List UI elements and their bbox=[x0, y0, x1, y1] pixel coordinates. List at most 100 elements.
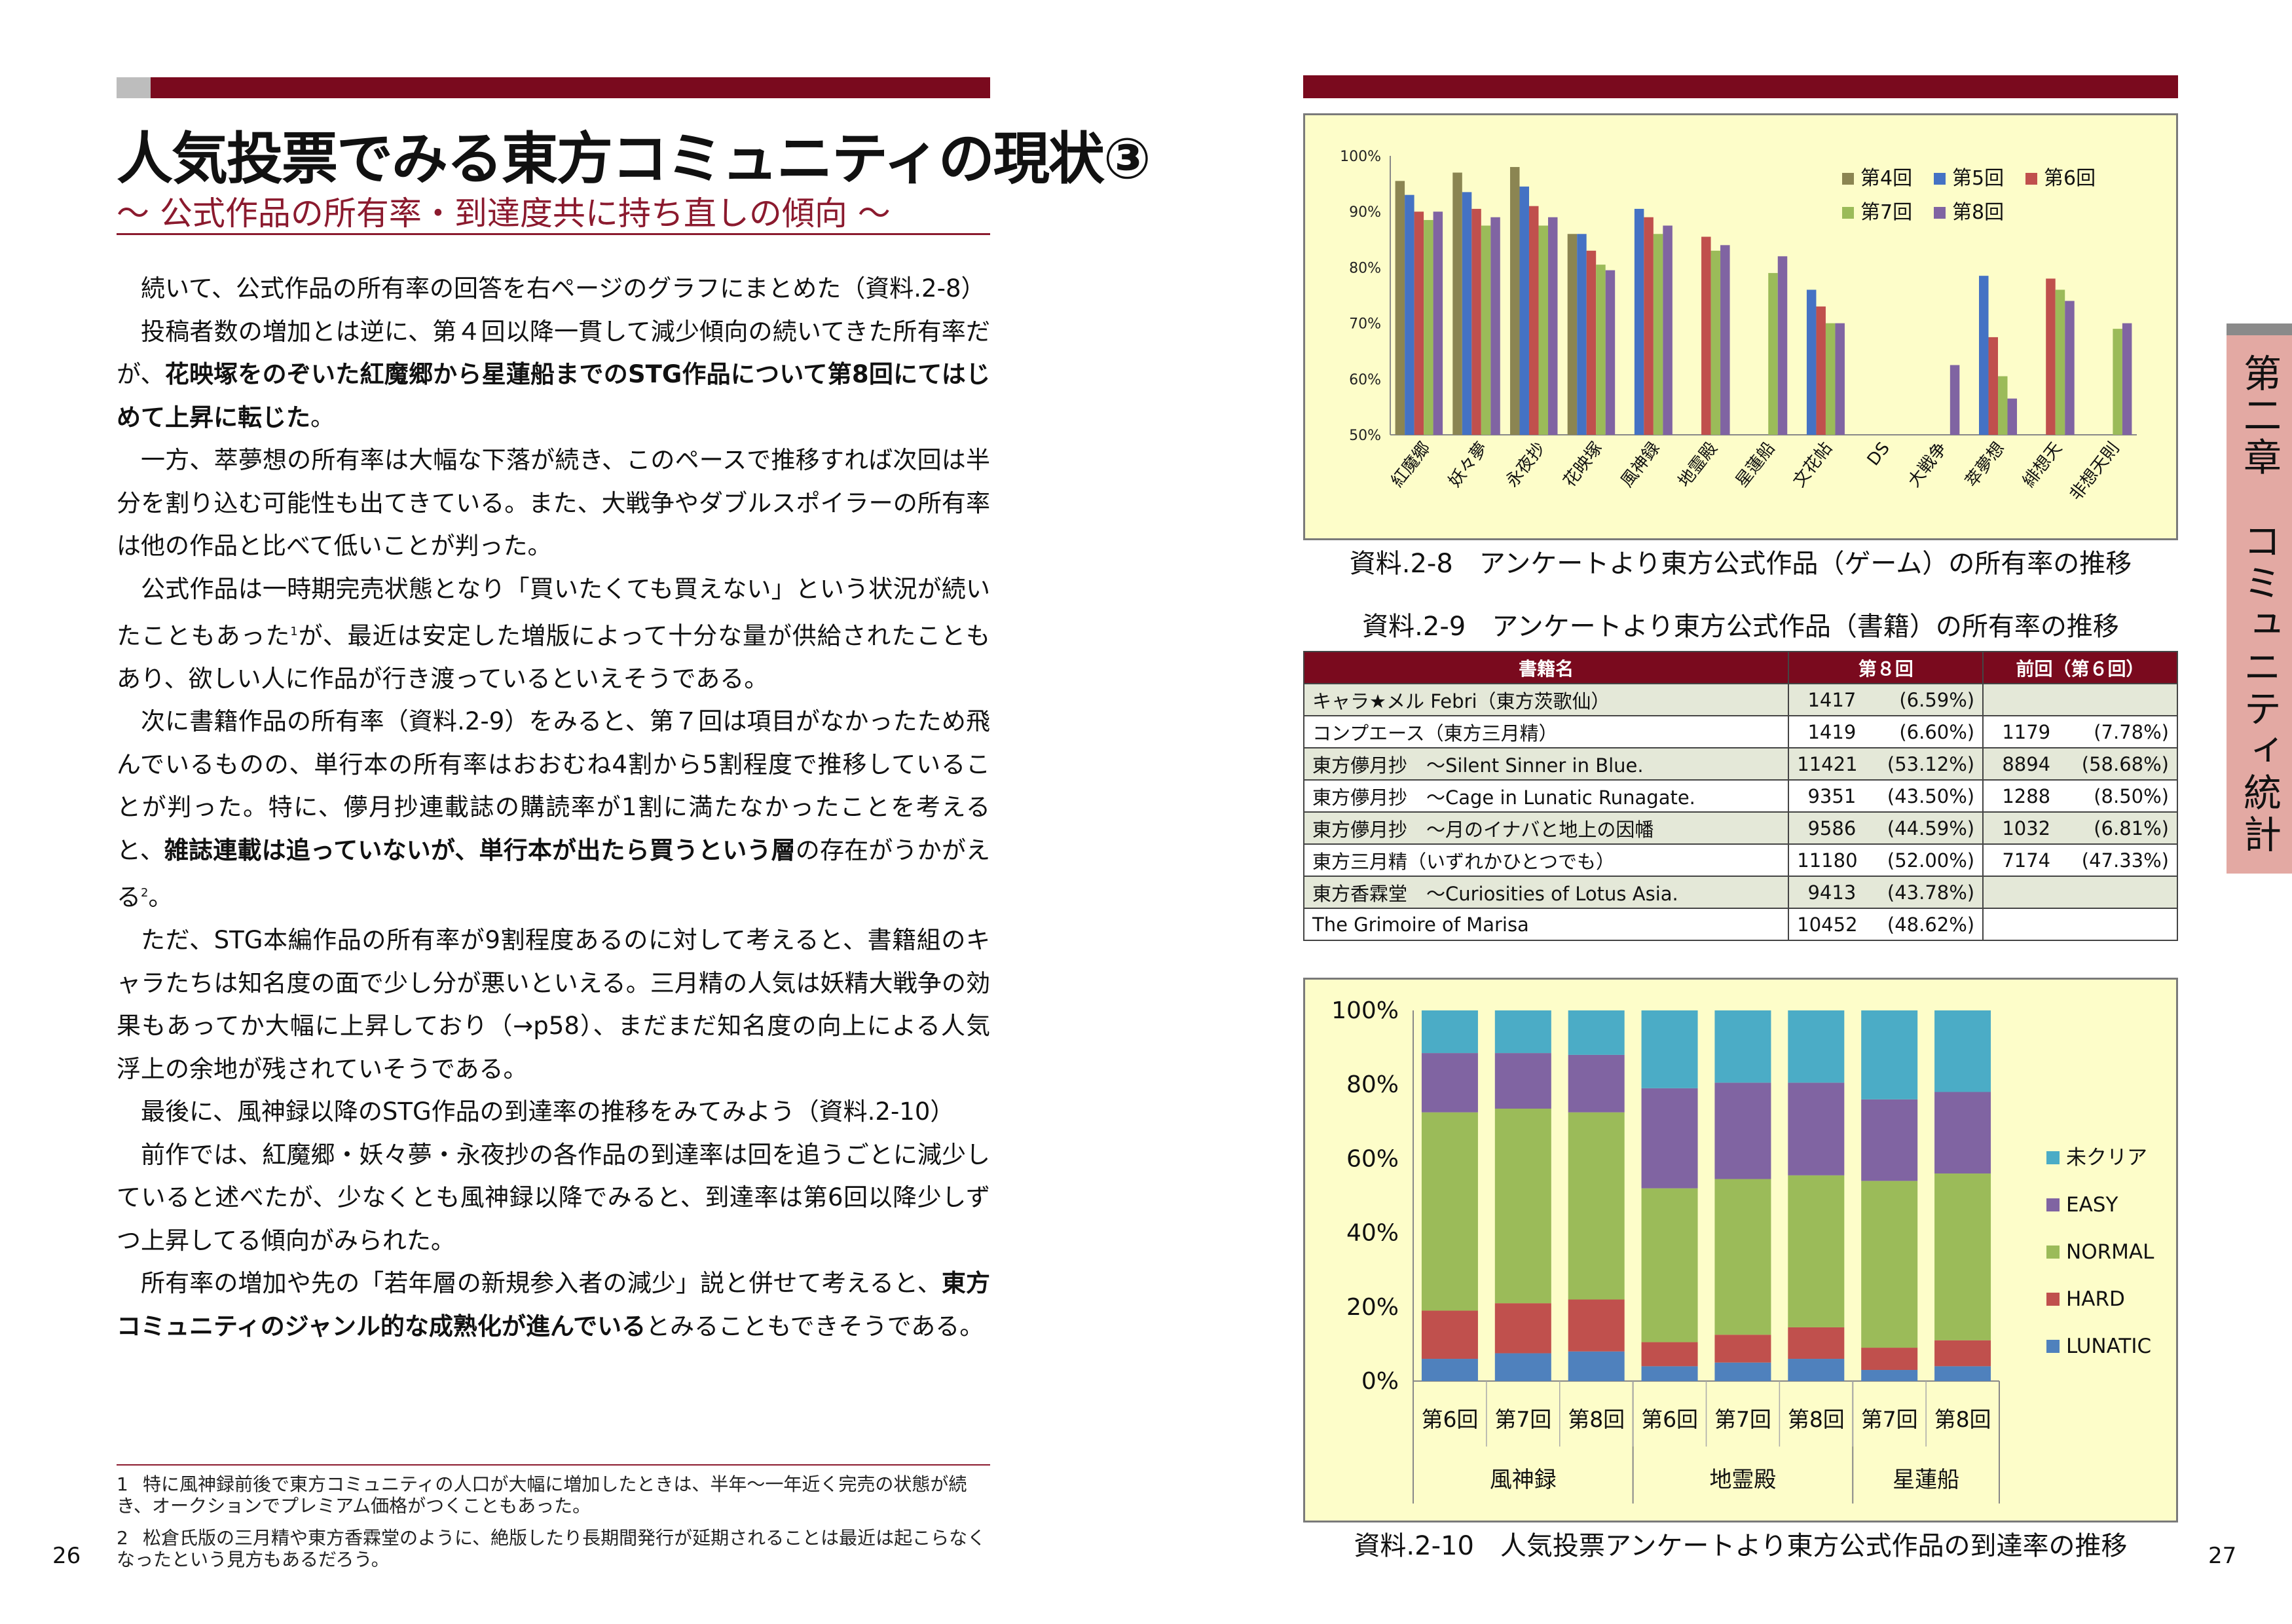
legend-label: 第4回 bbox=[1860, 167, 1912, 190]
stack-segment bbox=[1641, 1010, 1698, 1088]
x-tick-label: 地霊殿 bbox=[1674, 439, 1722, 491]
y-tick-label: 0% bbox=[1361, 1368, 1399, 1395]
table-row: 東方儚月抄 ～Cage in Lunatic Runagate. 9351 (43.… bbox=[1303, 779, 2178, 813]
y-tick-label: 100% bbox=[1331, 997, 1399, 1024]
footnote-divider bbox=[117, 1464, 990, 1466]
bar bbox=[1653, 234, 1663, 435]
stack-segment bbox=[1788, 1010, 1845, 1083]
x-tick-label: 妖々夢 bbox=[1445, 439, 1492, 491]
footnote-ref: 2 bbox=[141, 886, 149, 900]
percent-value: (58.68%) bbox=[2081, 752, 2169, 775]
stack-segment bbox=[1421, 1310, 1478, 1359]
legend-swatch bbox=[2046, 1198, 2060, 1211]
body-paragraph: 次に書籍作品の所有率（資料.2-9）をみると、第７回は項目がなかったため飛んでい… bbox=[117, 700, 990, 919]
body-paragraph: 続いて、公式作品の所有率の回答を右ページのグラフにまとめた（資料.2-8） bbox=[117, 267, 990, 310]
y-tick-label: 90% bbox=[1349, 204, 1381, 221]
x-tick-label: 第7回 bbox=[1861, 1407, 1918, 1432]
emphasis-text: 花映塚をのぞいた紅魔郷から星蓮船までのSTG作品について第8回にてはじめて上昇に… bbox=[117, 360, 991, 432]
count-8th-cell: 11421 (53.12%) bbox=[1788, 747, 1984, 781]
book-name-cell: 東方香霖堂 ～Curiosities of Lotus Asia. bbox=[1303, 876, 1790, 909]
body-paragraph: 所有率の増加や先の「若年層の新規参入者の減少」説と併せて考えると、東方コミュニテ… bbox=[117, 1262, 990, 1348]
bar bbox=[1644, 217, 1654, 435]
bar bbox=[2046, 278, 2056, 435]
body-paragraph: 一方、萃夢想の所有率は大幅な下落が続き、このペースで推移すれば次回は半分を割り込… bbox=[117, 439, 990, 568]
text-run: 一方、萃夢想の所有率は大幅な下落が続き、このペースで推移すれば次回は半分を割り込… bbox=[117, 446, 990, 560]
count-value: 9586 bbox=[1807, 817, 1857, 840]
x-tick-label: 緋想天 bbox=[2019, 439, 2066, 491]
percent-value: (7.78%) bbox=[2094, 720, 2169, 743]
legend-swatch bbox=[1934, 207, 1946, 219]
stack-segment bbox=[1714, 1082, 1771, 1179]
header-bar-grey bbox=[117, 77, 151, 98]
footnote-number: 1 bbox=[117, 1473, 128, 1495]
ownership-bar-chart-svg: 50% 60% 70% 80% 90% 100% 紅魔郷 妖々夢 永夜抄 花映塚 風神録 地霊殿 星蓮船… bbox=[1340, 149, 2137, 504]
book-name-cell: 東方三月精（いずれかひとつでも） bbox=[1303, 843, 1790, 877]
legend-label: 第7回 bbox=[1860, 201, 1912, 224]
bar bbox=[1605, 270, 1616, 435]
stack-segment bbox=[1568, 1054, 1625, 1113]
stack-segment bbox=[1714, 1010, 1771, 1083]
table-row: 東方儚月抄 ～月のイナバと地上の因幡 9586 (44.59%) 1032 (6.81%… bbox=[1303, 811, 2178, 845]
bar bbox=[1701, 236, 1711, 435]
text-run: 。 bbox=[310, 403, 335, 432]
text-run: 前作では、紅魔郷・妖々夢・永夜抄の各作品の到達率は回を追うごとに減少していると述… bbox=[117, 1140, 990, 1255]
stack-segment bbox=[1934, 1366, 1991, 1381]
bar bbox=[1414, 212, 1424, 435]
bar bbox=[1634, 208, 1644, 435]
count-6th-cell bbox=[1982, 876, 2178, 909]
page-subtitle: ～ 公式作品の所有率・到達度共に持ち直しの傾向 ～ bbox=[117, 194, 891, 232]
stack-segment bbox=[1568, 1351, 1625, 1381]
table-row: 東方三月精（いずれかひとつでも） 11180 (52.00%) 7174 (47.33%… bbox=[1303, 843, 2178, 877]
count-value: 1032 bbox=[2002, 817, 2051, 840]
y-tick-label: 50% bbox=[1349, 428, 1381, 444]
percent-value: (43.50%) bbox=[1887, 784, 1975, 807]
text-run: 最後に、風神録以降のSTG作品の到達率の推移をみてみよう（資料.2-10） bbox=[141, 1098, 955, 1126]
y-tick-label: 20% bbox=[1346, 1294, 1399, 1321]
emphasis-text: 雑誌連載は追っていないが、単行本が出たら買うという層 bbox=[164, 836, 796, 864]
bar bbox=[1979, 276, 1989, 435]
header-bar-red bbox=[151, 77, 990, 98]
legend-label: 未クリア bbox=[2066, 1146, 2147, 1170]
body-paragraph: 投稿者数の増加とは逆に、第４回以降一貫して減少傾向の続いてきた所有率だが、花映塚… bbox=[117, 310, 990, 439]
stack-segment bbox=[1861, 1348, 1918, 1371]
bar bbox=[1547, 217, 1558, 435]
chapter-tab-label: 第二章 コミュニティ統計 bbox=[2237, 354, 2282, 857]
bar bbox=[2055, 289, 2065, 435]
percent-value: (47.33%) bbox=[2081, 849, 2169, 872]
y-tick-label: 80% bbox=[1349, 260, 1381, 276]
count-value: 9351 bbox=[1807, 784, 1857, 807]
page-title: 人気投票でみる東方コミュニティの現状③ bbox=[117, 126, 1151, 192]
percent-value: (52.00%) bbox=[1887, 849, 1975, 872]
legend-swatch bbox=[2046, 1293, 2060, 1306]
count-8th-cell: 9413 (43.78%) bbox=[1788, 876, 1984, 909]
stack-segment bbox=[1861, 1010, 1918, 1099]
group-label: 地霊殿 bbox=[1709, 1467, 1776, 1493]
legend-label: LUNATIC bbox=[2066, 1335, 2151, 1358]
percent-value: (44.59%) bbox=[1887, 817, 1975, 840]
stack-segment bbox=[1934, 1092, 1991, 1174]
stack-segment bbox=[1421, 1053, 1478, 1113]
bar bbox=[1825, 323, 1836, 435]
percent-value: (8.50%) bbox=[2094, 784, 2169, 807]
legend-swatch bbox=[2046, 1246, 2060, 1259]
stack-segment bbox=[1568, 1299, 1625, 1352]
x-tick-label: 第7回 bbox=[1494, 1407, 1551, 1432]
bar bbox=[1806, 289, 1817, 435]
text-run: 続いて、公式作品の所有率の回答を右ページのグラフにまとめた（資料.2-8） bbox=[141, 274, 986, 303]
bar bbox=[2065, 301, 2075, 435]
x-tick-label: 第6回 bbox=[1421, 1407, 1478, 1432]
stack-segment bbox=[1568, 1112, 1625, 1300]
footnote-1: 1 特に風神録前後で東方コミュニティの人口が大幅に増加したときは、半年〜一年近く完… bbox=[117, 1473, 990, 1517]
stack-segment bbox=[1861, 1181, 1918, 1348]
bar bbox=[1424, 219, 1433, 435]
count-8th-cell: 10452 (48.62%) bbox=[1788, 908, 1984, 941]
legend-swatch bbox=[2025, 173, 2037, 185]
book-name-cell: 東方儚月抄 ～月のイナバと地上の因幡 bbox=[1303, 811, 1790, 845]
y-tick-label: 60% bbox=[1346, 1145, 1399, 1172]
count-value: 8894 bbox=[2002, 752, 2051, 775]
count-value: 11421 bbox=[1797, 752, 1858, 775]
table-header-8th: 第８回 bbox=[1788, 651, 1984, 684]
stack-segment bbox=[1641, 1366, 1698, 1381]
x-tick-label: DS bbox=[1864, 439, 1894, 470]
count-value: 1179 bbox=[2002, 720, 2051, 743]
